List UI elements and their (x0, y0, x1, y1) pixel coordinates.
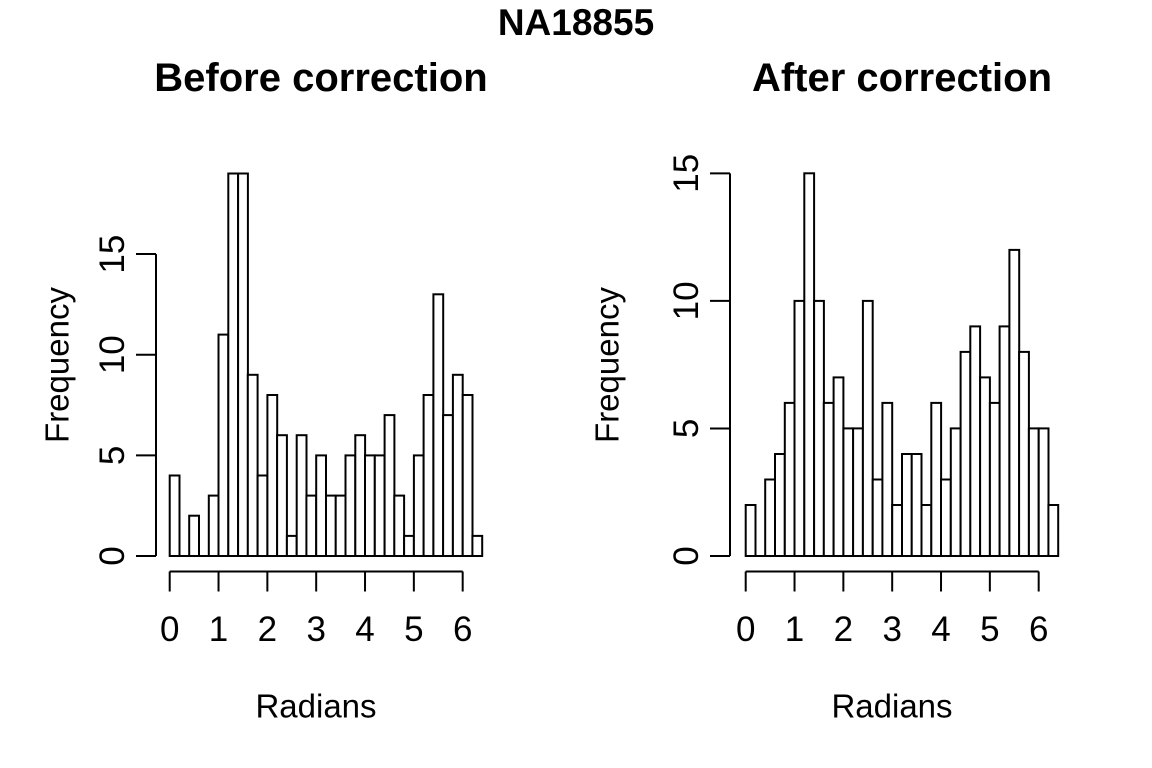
histogram-bar-after (832, 376, 845, 557)
histogram-bar-before (256, 474, 269, 557)
histogram-bar-before (403, 534, 415, 558)
histogram-bar-after (803, 172, 816, 558)
histogram-bar-after (901, 453, 913, 557)
histogram-bar-after (920, 504, 933, 557)
histogram-bar-after (793, 299, 806, 557)
histogram-bar-after (949, 427, 962, 557)
y-tick-label-after: 0 (667, 546, 706, 565)
histogram-bar-after (988, 401, 1001, 557)
histogram-bar-after (1027, 427, 1040, 557)
histogram-bar-after (813, 299, 825, 557)
histogram-bar-before (266, 394, 279, 557)
histogram-bar-after (1008, 248, 1021, 557)
y-tick-label-after: 5 (667, 419, 706, 438)
histogram-bar-after (1018, 350, 1030, 557)
histogram-bar-before (451, 373, 464, 557)
histogram-bar-after (940, 478, 952, 557)
histogram-bar-before (393, 494, 406, 558)
y-tick-label-after: 10 (667, 281, 706, 320)
x-axis-label-before: Radians (255, 687, 377, 725)
histogram-bar-after (1037, 427, 1050, 557)
histogram-bar-before (412, 454, 425, 557)
histogram-bar-after (822, 401, 835, 557)
histogram-bar-after (871, 478, 884, 557)
histogram-bar-after (861, 299, 874, 557)
x-tick-label-after: 3 (882, 610, 901, 649)
histogram-bar-before (295, 434, 308, 558)
histogram-bar-after (783, 401, 796, 557)
x-tick-label-after: 4 (931, 610, 950, 649)
histogram-bar-before (461, 394, 474, 557)
histogram-bar-before (276, 434, 288, 558)
x-tick-label-after: 5 (980, 610, 999, 649)
histogram-bar-after (852, 427, 864, 557)
histogram-bar-after (979, 376, 991, 557)
histogram-bar-after (1047, 504, 1060, 557)
histogram-bar-before (217, 333, 230, 557)
x-tick-label-before: 1 (209, 610, 228, 649)
x-tick-label-before: 4 (355, 610, 374, 649)
x-tick-label-before: 2 (258, 610, 277, 649)
histogram-bar-before (246, 373, 259, 557)
histogram-bar-after (744, 504, 757, 557)
x-tick-label-before: 0 (160, 610, 179, 649)
y-tick-label-after: 15 (667, 154, 706, 193)
histogram-bar-before (285, 534, 298, 558)
histogram-bar-before (373, 454, 386, 557)
x-tick-label-before: 5 (404, 610, 423, 649)
histogram-bar-after (842, 427, 855, 557)
y-tick-label-before: 15 (93, 235, 132, 274)
histogram-bar-before (422, 394, 435, 557)
histogram-bar-before (325, 494, 337, 558)
x-axis-label-after: Radians (831, 687, 953, 725)
histogram-bar-before (471, 534, 484, 558)
x-tick-label-after: 1 (785, 610, 804, 649)
histogram-bar-before (344, 454, 357, 557)
histogram-bar-after (891, 504, 904, 557)
histogram-bar-after (969, 325, 982, 557)
histogram-bar-before (315, 454, 328, 557)
histogram-bar-after (764, 478, 777, 557)
y-tick-label-before: 10 (93, 335, 132, 374)
histogram-bar-after (930, 401, 943, 557)
x-tick-label-before: 6 (453, 610, 472, 649)
x-tick-label-after: 2 (834, 610, 853, 649)
y-tick-label-before: 0 (93, 546, 132, 565)
histogram-bar-before (168, 474, 181, 557)
histogram-bar-before (354, 434, 367, 558)
histogram-bar-before (227, 172, 240, 557)
x-tick-label-after: 0 (736, 610, 755, 649)
panel-title-after: After correction (751, 56, 1053, 100)
histogram-bar-before (364, 454, 376, 557)
y-tick-label-before: 5 (93, 446, 132, 465)
histogram-bar-before (442, 414, 454, 557)
histogram-bar-before (383, 414, 396, 557)
histogram-bar-after (959, 350, 972, 557)
histogram-bar-before (237, 172, 249, 557)
histogram-bar-after (774, 453, 786, 557)
histogram-bar-after (998, 325, 1011, 557)
x-tick-label-before: 3 (306, 610, 325, 649)
histogram-bar-after (910, 453, 923, 557)
histogram-bar-after (881, 401, 894, 557)
histogram-bar-before (207, 494, 220, 558)
histogram-bar-before (188, 514, 200, 558)
histogram-bar-before (334, 494, 347, 558)
main-title: NA18855 (497, 2, 655, 43)
panel-title-before: Before correction (154, 56, 488, 100)
histogram-bar-before (432, 293, 445, 557)
histogram-bar-before (305, 494, 318, 558)
x-tick-label-after: 6 (1029, 610, 1048, 649)
